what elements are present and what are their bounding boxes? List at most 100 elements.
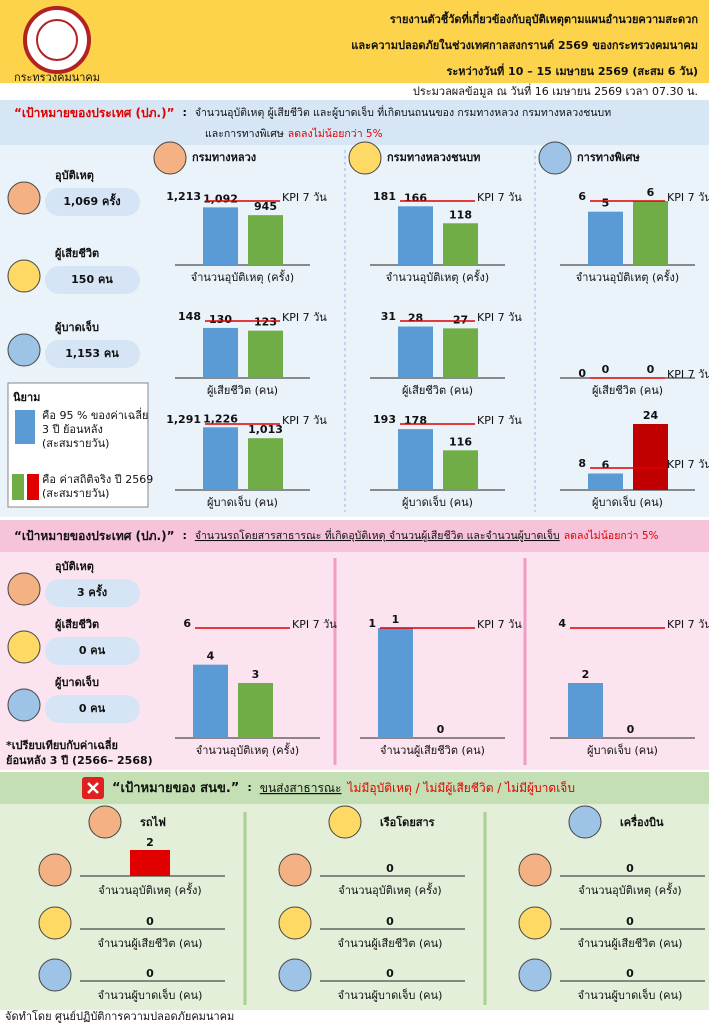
legend-text: คือ ค่าสถิติจริง ปี 2569 xyxy=(42,473,153,486)
row-label: จำนวนผู้เสียชีวิต (คน) xyxy=(98,937,203,950)
kpi-label: KPI 7 วัน xyxy=(282,191,327,204)
bar-value: 27 xyxy=(453,313,468,326)
kpi-label: KPI 7 วัน xyxy=(667,191,709,204)
bar xyxy=(203,327,238,378)
legend-text: (สะสมรายวัน) xyxy=(42,487,109,500)
summary-pill xyxy=(45,637,140,665)
summary-label: อุบัติเหตุ xyxy=(55,560,94,574)
kpi-value: 6 xyxy=(183,617,191,630)
legend-swatch xyxy=(12,474,24,500)
bar xyxy=(588,211,623,265)
row-label: จำนวนผู้บาดเจ็บ (คน) xyxy=(578,988,683,1002)
bar-value: 0 xyxy=(386,862,394,875)
summary-value: 150 คน xyxy=(71,273,113,286)
summary-label: ผู้บาดเจ็บ xyxy=(55,675,99,690)
kpi-label: KPI 7 วัน xyxy=(477,414,522,427)
icon xyxy=(38,958,72,992)
bar-value: 0 xyxy=(386,915,394,928)
title-line: รายงานตัวชี้วัดที่เกี่ยวข้องกับอุบัติเหต… xyxy=(390,11,698,27)
bar-value: 1 xyxy=(392,613,400,626)
kpi-value: 4 xyxy=(558,617,566,630)
legend-swatch xyxy=(27,474,39,500)
bar xyxy=(193,664,228,738)
legend-text: คือ 95 % ของค่าเฉลี่ย xyxy=(42,407,148,422)
bar-value: 130 xyxy=(209,313,232,326)
bar-value: 28 xyxy=(408,312,423,325)
note-bg xyxy=(0,83,709,100)
row-label: จำนวนอุบัติเหตุ (ครั้ง) xyxy=(338,882,441,897)
logo-inner xyxy=(36,19,78,61)
bar xyxy=(588,473,623,490)
icon xyxy=(518,853,552,887)
kpi-label: KPI 7 วัน xyxy=(477,311,522,324)
row-label: จำนวนอุบัติเหตุ (ครั้ง) xyxy=(98,882,201,897)
kpi-value: 0 xyxy=(578,367,586,380)
goal-line: และการทางพิเศษ ลดลงไม่น้อยกว่า 5% xyxy=(205,127,383,140)
mode-name: รถไฟ xyxy=(140,815,166,829)
legend-text: (สะสมรายวัน) xyxy=(42,437,109,450)
bar xyxy=(203,427,238,490)
mode-name: เครื่องบิน xyxy=(620,814,664,829)
kpi-value: 6 xyxy=(578,190,586,203)
kpi-value: 181 xyxy=(373,190,396,203)
bar-value: 0 xyxy=(602,363,610,376)
bar-value: 1,226 xyxy=(203,412,238,425)
summary-label: ผู้เสียชีวิต xyxy=(55,247,99,261)
summary-pill xyxy=(45,579,140,607)
goal-prefix: ขนส่งสาธารณะ xyxy=(260,781,342,795)
bar-value: 3 xyxy=(252,668,260,681)
kpi-label: KPI 7 วัน xyxy=(477,191,522,204)
icon xyxy=(88,805,122,839)
bar-value: 0 xyxy=(437,723,445,736)
kpi-label: KPI 7 วัน xyxy=(667,458,709,471)
chart-label: จำนวนอุบัติเหตุ (ครั้ง) xyxy=(576,269,679,284)
summary-pill xyxy=(45,188,140,216)
bar xyxy=(398,429,433,490)
chart-label: จำนวนอุบัติเหตุ (ครั้ง) xyxy=(386,269,489,284)
chart-label: ผู้บาดเจ็บ (คน) xyxy=(207,495,278,509)
bar xyxy=(248,330,283,378)
bar-value: 1,013 xyxy=(248,423,283,436)
row-label: จำนวนผู้บาดเจ็บ (คน) xyxy=(98,988,203,1002)
summary-value: 1,069 ครั้ง xyxy=(63,193,120,208)
icon xyxy=(7,181,41,215)
logo-text: กระทรวงคมนาคม xyxy=(14,71,100,84)
bar xyxy=(248,438,283,490)
bar-value: 0 xyxy=(626,967,634,980)
bar-value: 0 xyxy=(146,915,154,928)
icon xyxy=(7,333,41,367)
section2-banner xyxy=(0,520,709,552)
kpi-value: 193 xyxy=(373,413,396,426)
icon xyxy=(38,853,72,887)
bar-value: 0 xyxy=(626,862,634,875)
summary-value: 1,153 คน xyxy=(65,347,119,360)
row-label: จำนวนผู้เสียชีวิต (คน) xyxy=(578,937,683,950)
chart-label: ผู้เสียชีวิต (คน) xyxy=(402,384,473,397)
kpi-label: KPI 7 วัน xyxy=(282,414,327,427)
kpi-label: KPI 7 วัน xyxy=(667,368,709,381)
goal-line: “เป้าหมายของประเทศ (ปภ.)”: จำนวนรถโดยสารส… xyxy=(14,528,659,543)
goal-text: จำนวนอุบัติเหตุ ผู้เสียชีวิต และผู้บาดเจ… xyxy=(195,105,611,119)
bar-value: 0 xyxy=(146,967,154,980)
icon xyxy=(7,688,41,722)
goal-colon: : xyxy=(182,529,186,542)
note: ประมวลผลข้อมูล ณ วันที่ 16 เมษายน 2569 เ… xyxy=(413,83,698,98)
bar xyxy=(398,326,433,378)
icon xyxy=(38,906,72,940)
goal-line: “เป้าหมายของประเทศ (ปภ.)”: จำนวนอุบัติเหต… xyxy=(14,105,611,120)
chart-label: ผู้เสียชีวิต (คน) xyxy=(592,384,663,397)
agency-name: กรมทางหลวง xyxy=(192,151,256,164)
bar-value: 0 xyxy=(626,915,634,928)
icon xyxy=(348,141,382,175)
bar xyxy=(633,424,668,490)
goal-text: และการทางพิเศษ xyxy=(205,128,284,140)
x-icon-cross xyxy=(87,782,99,794)
kpi-label: KPI 7 วัน xyxy=(667,618,709,631)
icon xyxy=(278,958,312,992)
kpi-label: KPI 7 วัน xyxy=(282,311,327,324)
kpi-value: 1 xyxy=(368,617,376,630)
summary-value: 3 ครั้ง xyxy=(77,584,107,599)
bar xyxy=(443,328,478,378)
summary-label: ผู้เสียชีวิต xyxy=(55,618,99,632)
